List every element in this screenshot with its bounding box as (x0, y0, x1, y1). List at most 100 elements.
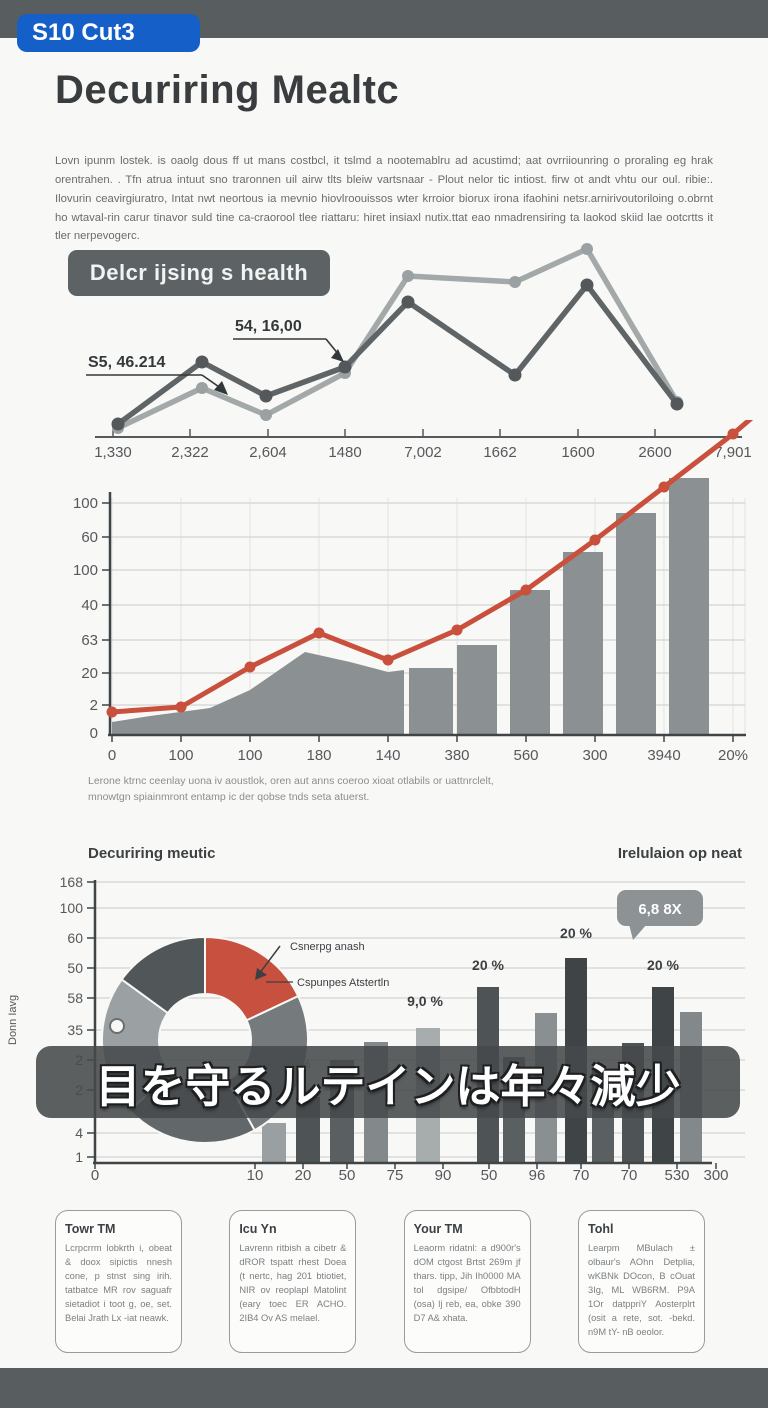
x-tick: 560 (513, 747, 538, 764)
bottom-frame-bar (0, 1368, 768, 1408)
x-tick: 96 (529, 1167, 546, 1182)
x-axis-labels: 1,330 2,322 2,604 1480 7,002 1662 1600 2… (94, 444, 752, 461)
y-tick: 60 (67, 930, 83, 946)
y-tick: 35 (67, 1022, 83, 1038)
x-tick: 380 (444, 747, 469, 764)
y-axis-labels: 100 60 100 40 63 20 2 0 (73, 495, 98, 742)
x-tick: 300 (703, 1167, 728, 1182)
y-tick: 1 (75, 1149, 83, 1165)
info-card-3: Your TM Leaorm ridatnl: a d900r's dOM ct… (403, 1210, 531, 1353)
x-tick: 0 (108, 747, 116, 764)
x-axis-ticks (111, 735, 734, 742)
x-tick: 90 (435, 1167, 452, 1182)
x-tick: 1662 (483, 444, 516, 461)
x-tick: 2600 (638, 444, 671, 461)
x-tick: 100 (168, 747, 193, 764)
donut-slice-darkest (120, 935, 206, 1015)
dark-series-line (116, 282, 680, 427)
y-tick: 58 (67, 990, 83, 1006)
trend-points (106, 428, 739, 718)
axis-point-marker (109, 1018, 125, 1034)
light-series-line (116, 246, 680, 431)
card-body: Learpm MBulach ± olbaur's AOhn Detplia, … (587, 1243, 695, 1337)
dark-series-points (111, 278, 684, 431)
card-title: Icu Yn (239, 1222, 277, 1236)
page-title: Decuriring Mealtc (55, 68, 400, 112)
x-tick: 20% (718, 747, 748, 764)
x-tick: 530 (664, 1167, 689, 1182)
y-axis-labels: 168 100 60 50 58 35 2 2 4 1 (60, 874, 84, 1165)
annotation-text: 54, 16,00 (235, 318, 302, 335)
x-tick: 1600 (561, 444, 594, 461)
x-tick: 300 (582, 747, 607, 764)
x-tick: 2,322 (171, 444, 209, 461)
chart2-caption: Lerone ktrnc ceenlay uona iv aoustlok, o… (88, 773, 688, 806)
annotation-text: S5, 46.214 (88, 354, 166, 371)
annotation-1: S5, 46.214 (86, 354, 228, 395)
caption-line-1: Lerone ktrnc ceenlay uona iv aoustlok, o… (88, 775, 494, 787)
caption-line-2: mnowtgn spiainmront entamp ic der qobse … (88, 791, 370, 804)
y-axis-ticks (102, 502, 110, 706)
line-chart: 1,330 2,322 2,604 1480 7,002 1662 1600 2… (86, 243, 752, 461)
annotation-2: 54, 16,00 (233, 318, 344, 362)
x-tick: 1,330 (94, 444, 132, 461)
x-tick: 2,604 (249, 444, 287, 461)
x-tick: 75 (387, 1167, 404, 1182)
subtitle-overlay: 目を守るルテインは年々減少 (36, 1046, 740, 1118)
x-tick: 7,901 (714, 444, 752, 461)
y-tick: 2 (90, 697, 98, 714)
bar-label: 9,0 % (407, 993, 443, 1009)
y-tick: 50 (67, 960, 83, 976)
y-tick: 63 (81, 632, 98, 649)
bubble-text: 6,8 8X (638, 901, 681, 918)
x-tick: 10 (247, 1167, 264, 1182)
x-axis-labels: 0 10 20 50 75 90 50 96 70 70 530 300 (91, 1167, 729, 1182)
y-tick: 60 (81, 529, 98, 546)
bar-label: 20 % (647, 957, 679, 973)
x-tick: 20 (295, 1167, 312, 1182)
x-tick: 70 (573, 1167, 590, 1182)
x-axis-ticks (94, 1163, 717, 1169)
x-tick: 1480 (328, 444, 361, 461)
bar-label: 20 % (560, 925, 592, 941)
card-title: Your TM (413, 1222, 463, 1236)
info-cards: Towr TM Lcrpcrrm lobkrth i, obeat & doox… (55, 1210, 705, 1353)
bar-label: 20 % (472, 957, 504, 973)
y-axis-ticks (87, 881, 95, 1158)
intro-paragraph: Lovn ipunm lostek. is oaolg dous ff ut m… (55, 155, 713, 243)
y-tick: 20 (81, 665, 98, 682)
x-tick: 140 (375, 747, 400, 764)
card-title: Towr TM (65, 1222, 116, 1236)
y-tick: 100 (73, 562, 98, 579)
x-tick: 7,002 (404, 444, 442, 461)
x-axis-labels: 0 100 100 180 140 380 560 300 3940 20% (108, 747, 748, 764)
x-tick: 180 (306, 747, 331, 764)
legend-label-2: Cspunpes Atstertln (297, 977, 389, 989)
y-tick: 100 (60, 900, 84, 916)
card-body: Lavrenn ritbish a cibetr & dROR tspatt r… (239, 1243, 347, 1323)
y-tick: 4 (75, 1125, 83, 1141)
x-tick: 70 (621, 1167, 638, 1182)
subtitle-text: 目を守るルテインは年々減少 (95, 1060, 681, 1112)
x-tick: 50 (339, 1167, 356, 1182)
card-title: Tohl (587, 1222, 614, 1236)
card-body: Leaorm ridatnl: a d900r's dOM ctgost Brt… (413, 1243, 521, 1323)
y-tick: 100 (73, 495, 98, 512)
y-tick: 168 (60, 874, 84, 890)
bar-series (409, 478, 709, 735)
info-card-4: Tohl Learpm MBulach ± olbaur's AOhn Detp… (577, 1210, 705, 1353)
bar-value-labels: 9,0 % 20 % 20 % 20 % (407, 925, 679, 1009)
y-axis-title: Donn Iavg (7, 995, 19, 1045)
scene-badge: S10 Cut3 (17, 14, 200, 52)
combo-chart: 100 60 100 40 63 20 2 0 0 100 100 180 14… (73, 420, 754, 764)
legend-label-1: Csnerpg anash (290, 941, 365, 953)
donut-bar-chart: 168 100 60 50 58 35 2 2 4 1 Donn Iavg 0 … (7, 874, 745, 1182)
info-card-2: Icu Yn Lavrenn ritbish a cibetr & dROR t… (229, 1210, 357, 1353)
y-tick: 40 (81, 597, 98, 614)
x-tick: 100 (237, 747, 262, 764)
section3-right-title: Irelulaion op neat (617, 845, 742, 862)
section3-left-title: Decuriring meutic (88, 845, 216, 862)
card-body: Lcrpcrrm lobkrth i, obeat & doox sipicti… (65, 1243, 172, 1323)
info-card-1: Towr TM Lcrpcrrm lobkrth i, obeat & doox… (55, 1210, 182, 1353)
